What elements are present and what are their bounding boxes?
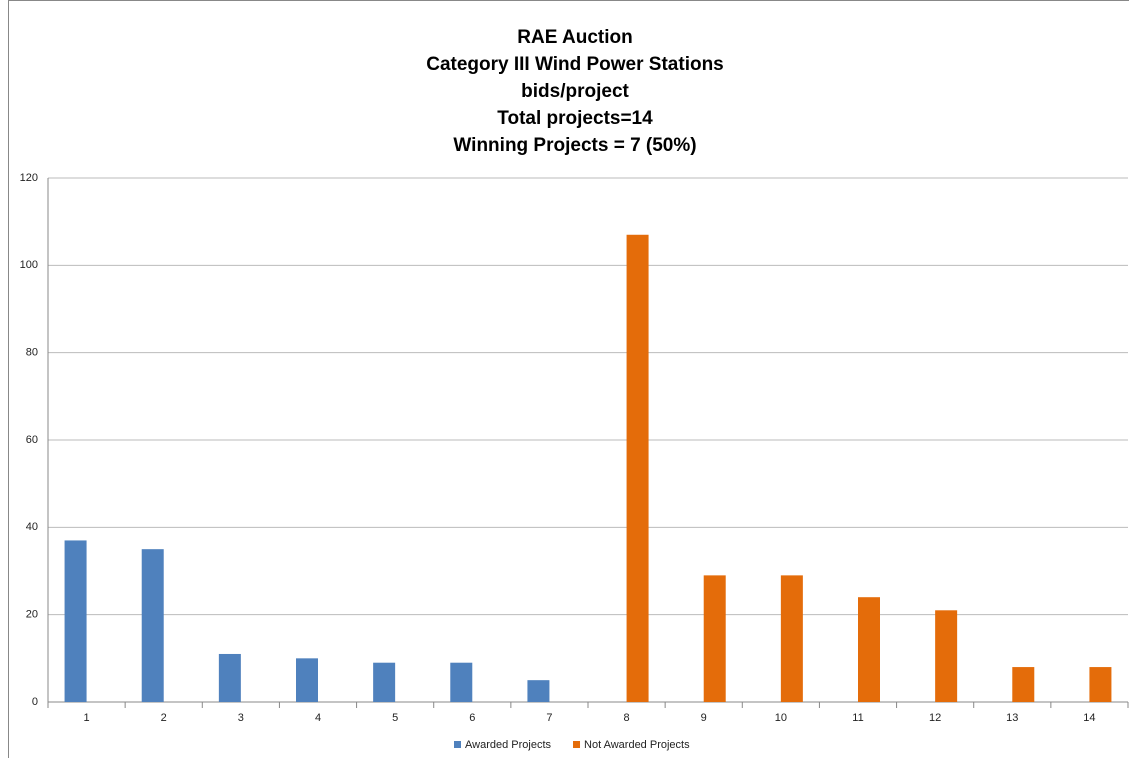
- y-tick-label: 60: [26, 434, 38, 446]
- y-tick-label: 80: [26, 347, 38, 359]
- bar: [780, 575, 803, 702]
- bar: [450, 662, 473, 702]
- chart-title: Winning Projects = 7 (50%): [453, 135, 696, 156]
- y-tick-label: 120: [20, 172, 38, 184]
- y-tick-label: 100: [20, 259, 38, 271]
- bar: [141, 549, 164, 702]
- x-tick-label: 11: [852, 712, 863, 724]
- bar: [64, 540, 87, 702]
- bar: [626, 234, 649, 702]
- x-tick-label: 8: [624, 712, 630, 724]
- bar: [373, 662, 396, 702]
- x-tick-label: 1: [84, 712, 90, 724]
- x-tick-label: 13: [1006, 712, 1018, 724]
- y-tick-label: 20: [26, 609, 38, 621]
- bar: [218, 653, 241, 702]
- bar: [1089, 667, 1112, 702]
- chart-border: [8, 0, 1129, 758]
- x-tick-label: 3: [238, 712, 244, 724]
- chart-title: bids/project: [521, 81, 629, 102]
- legend-swatch: [454, 741, 461, 748]
- bar: [527, 680, 550, 702]
- legend-label: Awarded Projects: [465, 739, 552, 751]
- chart-title: Total projects=14: [497, 108, 653, 129]
- bar: [935, 610, 958, 702]
- x-tick-label: 14: [1083, 712, 1095, 724]
- x-tick-label: 4: [315, 712, 321, 724]
- x-tick-label: 2: [161, 712, 167, 724]
- x-tick-label: 6: [469, 712, 475, 724]
- x-tick-label: 7: [546, 712, 552, 724]
- chart-title: RAE Auction: [517, 27, 632, 48]
- bar: [703, 575, 726, 702]
- x-tick-label: 10: [775, 712, 787, 724]
- y-tick-label: 0: [32, 696, 38, 708]
- y-tick-label: 40: [26, 521, 38, 533]
- bar: [296, 658, 318, 702]
- bar: [1012, 667, 1035, 702]
- chart-title: Category III Wind Power Stations: [426, 54, 724, 75]
- bar: [858, 597, 880, 702]
- x-tick-label: 9: [701, 712, 707, 724]
- x-tick-label: 12: [929, 712, 941, 724]
- legend-label: Not Awarded Projects: [584, 739, 690, 751]
- x-tick-label: 5: [392, 712, 398, 724]
- legend-swatch: [573, 741, 581, 748]
